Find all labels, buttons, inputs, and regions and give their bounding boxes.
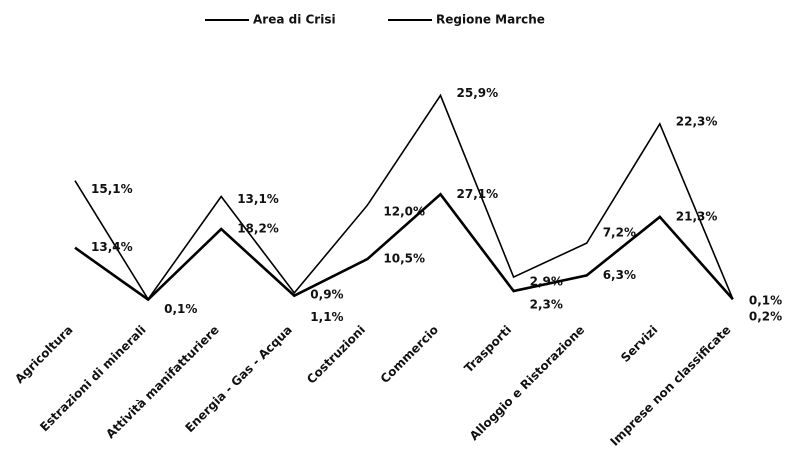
x-tick-label: Agricoltura (12, 323, 75, 386)
x-tick-label: Costruzioni (304, 323, 368, 387)
data-label: 6,3% (603, 268, 636, 282)
data-label: 12,0% (383, 205, 425, 219)
data-label: 7,2% (603, 226, 636, 240)
data-label: 15,1% (91, 182, 133, 196)
data-label: 13,4% (91, 240, 133, 254)
data-label: 1,1% (310, 310, 343, 324)
legend-label: Regione Marche (436, 13, 545, 27)
data-label: 0,9% (310, 287, 343, 301)
x-tick-label: Commercio (378, 323, 441, 386)
data-label: 0,1% (164, 302, 197, 316)
data-label: 0,2% (749, 310, 782, 324)
data-label: 0,1% (749, 294, 782, 308)
data-label: 13,1% (237, 192, 279, 206)
data-label: 25,9% (457, 86, 499, 100)
x-tick-label: Trasporti (461, 323, 514, 376)
data-label: 18,2% (237, 222, 279, 236)
x-tick-label: Imprese non classificate (607, 323, 733, 449)
data-label: 21,3% (676, 209, 718, 223)
series-line (74, 93, 734, 301)
data-label: 27,1% (457, 187, 499, 201)
data-label: 2,3% (530, 298, 563, 312)
series-line (74, 192, 734, 302)
data-label: 22,3% (676, 114, 718, 128)
data-label: 10,5% (383, 252, 425, 266)
x-tick-label: Servizi (618, 323, 660, 365)
legend-label: Area di Crisi (253, 13, 336, 27)
